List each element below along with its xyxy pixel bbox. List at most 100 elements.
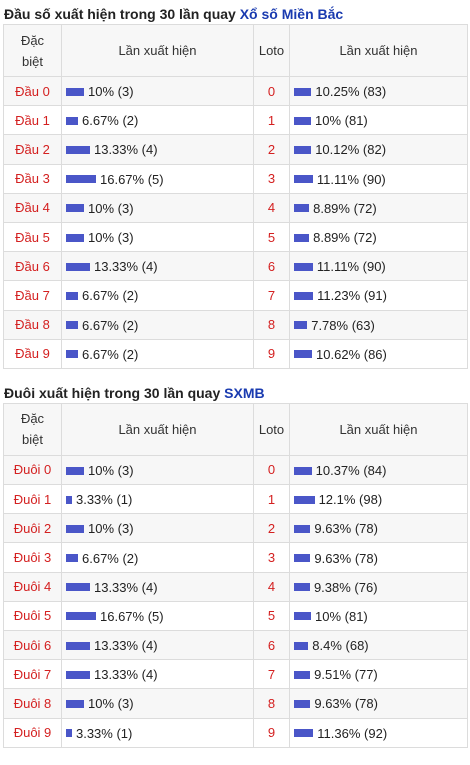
row-label[interactable]: Đầu 4 bbox=[3, 192, 62, 223]
section-title-link[interactable]: SXMB bbox=[224, 384, 265, 401]
loto-occurrence-text: 10.62% (86) bbox=[316, 346, 387, 362]
occurrence-text: 3.33% (1) bbox=[75, 725, 133, 741]
occurrence-cell: 16.67% (5) bbox=[61, 163, 254, 194]
header-special: Đặc biệt bbox=[3, 24, 62, 77]
row-label[interactable]: Đuôi 9 bbox=[3, 717, 62, 748]
section-title-text: Đuôi xuất hiện trong 30 lần quay bbox=[4, 384, 225, 401]
loto-occurrence-bar bbox=[294, 641, 309, 650]
table-row: Đuôi 2 10% (3) 2 9.63% (78) bbox=[3, 513, 468, 544]
loto-occurrence-text: 10% (81) bbox=[315, 113, 368, 129]
row-label[interactable]: Đầu 8 bbox=[3, 309, 62, 340]
header-occurrences: Lần xuất hiện bbox=[61, 24, 254, 77]
occurrence-bar bbox=[66, 554, 78, 563]
row-label[interactable]: Đuôi 8 bbox=[3, 688, 62, 719]
loto-occurrence-cell: 10% (81) bbox=[289, 105, 468, 136]
occurrence-cell: 6.67% (2) bbox=[61, 105, 254, 136]
row-label[interactable]: Đuôi 3 bbox=[3, 542, 62, 573]
loto-occurrence-text: 9.63% (78) bbox=[314, 696, 378, 712]
table-row: Đầu 1 6.67% (2) 1 10% (81) bbox=[3, 105, 468, 136]
occurrence-bar bbox=[66, 321, 78, 330]
header-loto-occurrences: Lần xuất hiện bbox=[289, 402, 468, 456]
row-label[interactable]: Đầu 1 bbox=[3, 105, 62, 136]
loto-occurrence-bar bbox=[294, 204, 310, 213]
row-label[interactable]: Đuôi 0 bbox=[3, 454, 62, 486]
loto-number: 7 bbox=[253, 280, 290, 311]
row-label[interactable]: Đầu 5 bbox=[3, 221, 62, 253]
loto-occurrence-cell: 11.11% (90) bbox=[289, 163, 468, 194]
table-row: Đuôi 4 13.33% (4) 4 9.38% (76) bbox=[3, 571, 468, 602]
row-label[interactable]: Đuôi 4 bbox=[3, 571, 62, 602]
loto-occurrence-bar bbox=[294, 291, 314, 300]
loto-occurrence-bar bbox=[294, 524, 311, 533]
row-label[interactable]: Đuôi 5 bbox=[3, 600, 62, 632]
row-label[interactable]: Đuôi 6 bbox=[3, 629, 62, 661]
section-title-duoi: Đuôi xuất hiện trong 30 lần quay SXMB bbox=[0, 383, 470, 403]
occurrence-cell: 16.67% (5) bbox=[61, 600, 254, 632]
occurrence-cell: 6.67% (2) bbox=[61, 542, 254, 573]
table-row: Đầu 7 6.67% (2) 7 11.23% (91) bbox=[3, 280, 468, 311]
loto-occurrence-cell: 9.63% (78) bbox=[289, 513, 468, 544]
row-label[interactable]: Đầu 2 bbox=[3, 134, 62, 165]
loto-occurrence-bar bbox=[294, 729, 314, 738]
occurrence-text: 6.67% (2) bbox=[82, 550, 139, 566]
loto-number: 9 bbox=[253, 338, 290, 369]
occurrence-cell: 13.33% (4) bbox=[61, 134, 254, 165]
loto-occurrence-cell: 10% (81) bbox=[289, 600, 468, 632]
occurrence-bar bbox=[66, 262, 90, 271]
occurrence-cell: 6.67% (2) bbox=[61, 338, 254, 369]
occurrence-cell: 13.33% (4) bbox=[61, 251, 254, 282]
row-label[interactable]: Đầu 7 bbox=[3, 280, 62, 311]
loto-occurrence-cell: 10.25% (83) bbox=[289, 75, 468, 107]
loto-occurrence-text: 9.51% (77) bbox=[314, 667, 378, 683]
loto-occurrence-text: 9.63% (78) bbox=[314, 550, 378, 566]
occurrence-text: 13.33% (4) bbox=[93, 579, 158, 595]
row-label[interactable]: Đuôi 2 bbox=[3, 513, 62, 544]
occurrence-cell: 13.33% (4) bbox=[61, 629, 254, 661]
section-title-link[interactable]: Xổ số Miền Bắc bbox=[239, 6, 344, 22]
row-label[interactable]: Đầu 6 bbox=[3, 251, 62, 282]
occurrence-bar bbox=[66, 495, 72, 504]
occurrence-bar bbox=[66, 350, 78, 359]
row-label[interactable]: Đầu 9 bbox=[3, 338, 62, 369]
occurrence-cell: 13.33% (4) bbox=[61, 571, 254, 602]
occurrence-text: 10% (3) bbox=[88, 84, 134, 100]
occurrence-text: 3.33% (1) bbox=[75, 492, 133, 508]
occurrence-text: 6.67% (2) bbox=[82, 346, 139, 362]
row-label[interactable]: Đuôi 1 bbox=[3, 484, 62, 515]
loto-occurrence-cell: 12.1% (98) bbox=[289, 484, 468, 515]
row-label[interactable]: Đầu 0 bbox=[3, 75, 62, 107]
loto-number: 0 bbox=[253, 75, 290, 107]
table-row: Đuôi 6 13.33% (4) 6 8.4% (68) bbox=[3, 629, 468, 661]
loto-occurrence-text: 11.23% (91) bbox=[317, 288, 387, 304]
loto-number: 1 bbox=[253, 484, 290, 515]
row-label[interactable]: Đuôi 7 bbox=[3, 659, 62, 690]
table-row: Đầu 9 6.67% (2) 9 10.62% (86) bbox=[3, 338, 468, 369]
loto-occurrence-bar bbox=[294, 700, 311, 708]
loto-occurrence-cell: 8.4% (68) bbox=[289, 629, 468, 661]
loto-occurrence-text: 10% (81) bbox=[315, 608, 368, 624]
occurrence-text: 13.33% (4) bbox=[93, 638, 158, 654]
loto-occurrence-bar bbox=[294, 350, 313, 359]
loto-occurrence-bar bbox=[294, 87, 312, 96]
loto-number: 6 bbox=[253, 251, 290, 282]
row-label[interactable]: Đầu 3 bbox=[3, 163, 62, 194]
occurrence-text: 13.33% (4) bbox=[93, 667, 158, 683]
loto-occurrence-cell: 9.51% (77) bbox=[289, 659, 468, 690]
loto-occurrence-text: 8.4% (68) bbox=[312, 638, 369, 654]
header-occurrences: Lần xuất hiện bbox=[61, 402, 254, 456]
loto-number: 4 bbox=[253, 192, 290, 223]
table-row: Đầu 8 6.67% (2) 8 7.78% (63) bbox=[3, 309, 468, 340]
loto-occurrence-bar bbox=[294, 554, 311, 563]
occurrence-bar bbox=[66, 116, 78, 125]
loto-occurrence-cell: 9.63% (78) bbox=[289, 542, 468, 573]
loto-occurrence-cell: 7.78% (63) bbox=[289, 309, 468, 340]
loto-occurrence-cell: 8.89% (72) bbox=[289, 192, 468, 223]
loto-occurrence-cell: 10.37% (84) bbox=[289, 454, 468, 486]
loto-number: 0 bbox=[253, 454, 290, 486]
table-row: Đuôi 7 13.33% (4) 7 9.51% (77) bbox=[3, 659, 468, 690]
loto-occurrence-text: 11.36% (92) bbox=[317, 725, 388, 741]
loto-occurrence-bar bbox=[294, 583, 310, 592]
occurrence-bar bbox=[66, 175, 96, 184]
occurrence-text: 16.67% (5) bbox=[100, 608, 164, 624]
loto-occurrence-cell: 9.38% (76) bbox=[289, 571, 468, 602]
